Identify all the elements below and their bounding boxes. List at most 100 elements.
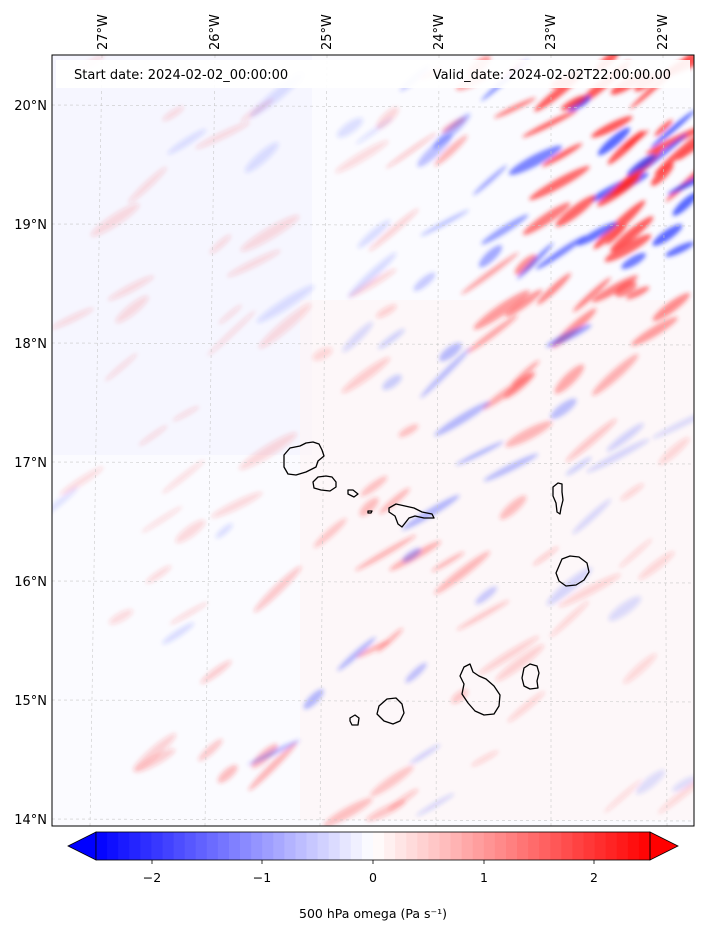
descent-streak: [665, 241, 694, 257]
ascent-streak: [434, 135, 468, 166]
ascent-streak: [313, 518, 347, 548]
colorbar-band: [539, 832, 551, 860]
descent-streak: [420, 209, 469, 237]
descent-streak: [52, 486, 79, 517]
colorbar-title: 500 hPa omega (Pa s⁻¹): [299, 906, 447, 921]
ascent-streak: [626, 286, 650, 300]
ascent-streak: [522, 202, 571, 235]
colorbar-band: [627, 832, 640, 860]
ascent-streak: [239, 432, 297, 470]
descent-streak: [475, 586, 497, 605]
colorbar-band: [583, 832, 595, 860]
ascent-streak: [376, 106, 399, 129]
colorbar-band: [262, 832, 274, 860]
ascent-streak: [537, 273, 571, 305]
colorbar-band: [472, 832, 485, 860]
descent-streak: [572, 499, 611, 535]
colorbar-band: [450, 832, 463, 860]
colorbar-band: [505, 832, 518, 860]
ascent-streak: [388, 788, 419, 811]
ascent-streak: [359, 497, 379, 517]
colorbar-band: [350, 832, 363, 860]
ascent-streak: [623, 653, 657, 684]
colorbar-extend-low: [67, 831, 97, 861]
ascent-streak: [355, 535, 417, 571]
longitude-ticks: 27°W 26°W 25°W 24°W 23°W 22°W: [96, 14, 671, 50]
colorbar-band: [317, 832, 330, 860]
ascent-streak: [615, 281, 637, 298]
colorbar-band: [306, 832, 318, 860]
colorbar-band: [594, 832, 607, 860]
descent-streak: [672, 192, 694, 216]
descent-streak: [473, 164, 508, 196]
ascent-streak: [511, 360, 540, 386]
lon-tick-label: 25°W: [320, 14, 335, 50]
descent-streak: [546, 324, 592, 348]
ascent-streak: [379, 487, 410, 514]
ascent-streak: [398, 424, 419, 438]
ascent-streak: [565, 418, 617, 463]
ascent-streak: [195, 121, 250, 149]
descent-streak: [565, 457, 592, 476]
colorbar-band: [616, 832, 629, 860]
descent-streak: [517, 242, 554, 280]
descent-streak: [626, 153, 656, 176]
ascent-streak: [558, 573, 621, 607]
ascent-streak: [573, 277, 611, 312]
colorbar-band: [605, 832, 618, 860]
ascent-streak: [376, 628, 403, 653]
descent-streak: [357, 219, 391, 249]
colorbar-band: [494, 832, 507, 860]
lat-tick-label: 14°N: [14, 813, 47, 828]
ascent-streak: [368, 208, 419, 252]
colorbar-band: [483, 832, 496, 860]
descent-streak: [508, 145, 563, 175]
ascent-streak: [482, 373, 534, 410]
descent-streak: [409, 744, 441, 765]
island-fogo: [376, 697, 405, 725]
ascent-streak: [592, 275, 638, 303]
island-boa-vista: [555, 555, 590, 587]
descent-streak: [606, 423, 644, 452]
descent-streak: [550, 398, 577, 420]
colorbar-bands: [96, 832, 651, 860]
descent-streak: [621, 252, 646, 270]
colorbar-band: [361, 832, 374, 860]
ascent-streak: [651, 163, 674, 186]
descent-streak: [402, 547, 422, 563]
colorbar-band: [217, 832, 230, 860]
ascent-streak: [200, 660, 232, 684]
descent-streak: [382, 374, 402, 390]
lat-tick-label: 15°N: [14, 694, 47, 709]
descent-streak: [257, 285, 315, 323]
ascent-streak: [108, 609, 134, 625]
ascent-streak: [677, 133, 694, 161]
ascent-streak: [240, 215, 300, 252]
ascent-streak: [434, 551, 491, 595]
ascent-streak: [604, 234, 652, 262]
ascent-streak: [505, 421, 553, 447]
descent-streak: [608, 596, 642, 621]
colorbar-band: [461, 832, 474, 860]
lon-tick-label: 23°W: [544, 14, 559, 50]
colorbar-tick-label: −1: [253, 870, 271, 885]
ascent-streak: [145, 565, 172, 584]
omega-field: [52, 55, 694, 826]
ascent-streak: [611, 169, 644, 195]
ascent-streak: [341, 357, 391, 393]
descent-streak: [483, 453, 539, 482]
lat-tick-label: 16°N: [14, 575, 47, 590]
ascent-streak: [560, 95, 587, 111]
ascent-streak: [505, 289, 543, 318]
descent-streak: [347, 252, 397, 298]
colorbar-band: [107, 832, 119, 860]
descent-streak: [248, 739, 300, 765]
descent-streak: [337, 637, 376, 671]
descent-streak: [413, 272, 436, 291]
ascent-streak: [607, 130, 644, 165]
colorbar-band: [417, 832, 429, 860]
colorbar-band: [295, 832, 307, 860]
ascent-streak: [620, 483, 644, 501]
ascent-streak: [335, 140, 389, 173]
ascent-streak: [349, 268, 397, 298]
